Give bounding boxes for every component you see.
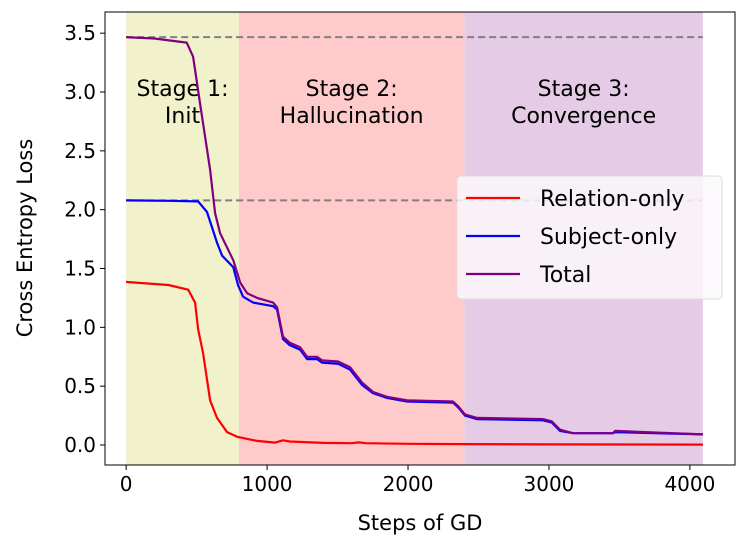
stage-subtitle: Init [165,104,201,129]
legend-label: Subject-only [540,225,677,250]
x-tick-label: 2000 [383,472,434,496]
stage-region-1 [126,12,239,465]
legend-label: Total [539,263,591,288]
y-tick-label: 0.5 [64,374,96,398]
stage-title: Stage 1: [137,77,229,102]
x-tick-label: 3000 [524,472,575,496]
plot-frame [104,11,736,466]
y-tick-label: 0.0 [64,433,96,457]
legend: Relation-only Subject-only Total [456,175,723,300]
stage-subtitle: Hallucination [280,104,424,129]
y-axis-label: Cross Entropy Loss [13,139,37,338]
series-line-relation-only [126,280,703,446]
x-axis-label: Steps of GD [358,511,483,535]
stage-region-2 [238,12,465,465]
stage-title: Stage 3: [538,77,630,102]
stage-subtitle: Convergence [511,104,656,129]
legend-label: Relation-only [540,187,684,212]
x-tick-label: 1000 [242,472,293,496]
x-tick-label: 0 [120,472,133,496]
y-tick-label: 2.5 [64,139,96,163]
series-line-subject-only [126,199,703,436]
y-tick-label: 3.5 [64,21,96,45]
series-line-total [126,36,703,436]
y-tick-label: 3.0 [64,80,96,104]
x-tick-label: 4000 [664,472,715,496]
y-tick-label: 2.0 [64,198,96,222]
y-tick-label: 1.0 [64,315,96,339]
stage-title: Stage 2: [306,77,398,102]
legend-box [456,175,723,300]
y-tick-label: 1.5 [64,257,96,281]
